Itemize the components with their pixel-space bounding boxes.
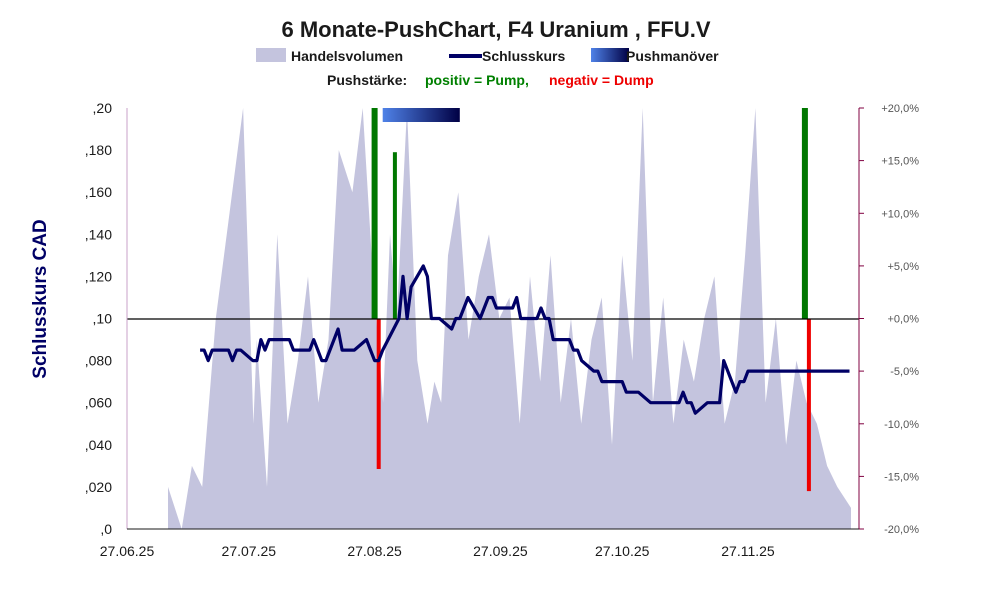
push-period-bar xyxy=(382,108,460,122)
y2-tick-labels: -20,0% -15,0% -10,0% -5,0% +0,0% +5,0% +10,0% +… xyxy=(859,103,919,536)
y-tick-label: ,020 xyxy=(85,479,112,495)
y-tick-labels: ,0 ,020 ,040 ,060 ,080 ,10 ,120 ,140 ,160 ,180 ,20 xyxy=(85,100,112,537)
y-tick-label: ,120 xyxy=(85,268,112,284)
y2-tick-label: -5,0% xyxy=(890,366,919,378)
x-tick-label: 27.06.25 xyxy=(100,543,155,559)
y-tick-label: ,040 xyxy=(85,437,112,453)
y-tick-label: ,140 xyxy=(85,226,112,242)
y2-tick-label: +10,0% xyxy=(881,208,919,220)
pump-bar xyxy=(801,108,808,319)
push-bars-layer xyxy=(371,108,811,492)
y2-tick-label: -10,0% xyxy=(884,419,919,431)
dump-bar xyxy=(806,318,811,492)
y-axis-label: Schlusskurs CAD xyxy=(30,219,51,378)
legend-push-label: Pushmanöver xyxy=(626,48,719,64)
subtitle-label: Pushstärke: xyxy=(327,72,407,88)
y-tick-label: ,0 xyxy=(100,521,112,537)
y-tick-label: ,060 xyxy=(85,395,112,411)
y2-tick-label: +0,0% xyxy=(888,314,920,326)
x-tick-labels: 27.06.25 27.07.25 27.08.25 27.09.25 27.10.25… xyxy=(100,543,775,559)
x-tick-label: 27.09.25 xyxy=(473,543,528,559)
y-tick-label: ,10 xyxy=(93,311,113,327)
pump-bar xyxy=(371,108,378,319)
pump-bar xyxy=(392,152,397,319)
y2-tick-label: +20,0% xyxy=(881,103,919,115)
legend-price-label: Schlusskurs xyxy=(482,48,565,64)
legend-volume-label: Handelsvolumen xyxy=(291,48,403,64)
y2-tick-label: -15,0% xyxy=(884,471,919,483)
x-tick-label: 27.11.25 xyxy=(721,543,775,559)
y-tick-label: ,180 xyxy=(85,142,112,158)
y-tick-label: ,160 xyxy=(85,184,112,200)
price-line-layer xyxy=(200,264,850,415)
y-tick-label: ,20 xyxy=(93,100,113,116)
x-tick-label: 27.10.25 xyxy=(595,543,650,559)
chart-legend: Handelsvolumen Schlusskurs Pushmanöver xyxy=(256,48,719,64)
legend-push-swatch xyxy=(591,48,629,62)
x-tick-label: 27.07.25 xyxy=(222,543,277,559)
dump-bar xyxy=(376,318,381,469)
y2-tick-label: -20,0% xyxy=(884,524,919,536)
price-line xyxy=(200,264,850,415)
x-tick-label: 27.08.25 xyxy=(347,543,402,559)
chart-title: 6 Monate-PushChart, F4 Uranium , FFU.V xyxy=(281,17,710,42)
y2-tick-label: +5,0% xyxy=(888,261,920,273)
subtitle-negative: negativ = Dump xyxy=(549,72,654,88)
push-strength-subtitle: Pushstärke: positiv = Pump, negativ = Du… xyxy=(327,72,654,88)
legend-volume-swatch xyxy=(256,48,286,62)
y2-tick-label: +15,0% xyxy=(881,156,919,168)
y-tick-label: ,080 xyxy=(85,353,112,369)
subtitle-positive: positiv = Pump, xyxy=(425,72,529,88)
